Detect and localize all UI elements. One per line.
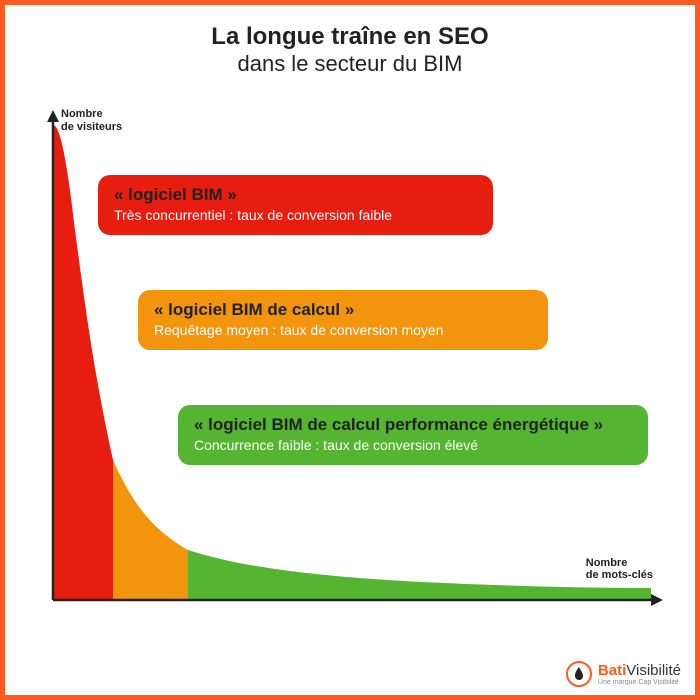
logo-text: BatiVisibilité Une marque Cap Visibilité <box>598 663 681 686</box>
callout-mid: « logiciel BIM de calcul » Requêtage moy… <box>138 290 548 350</box>
logo-suffix: Visibilité <box>626 662 681 679</box>
flame-icon <box>566 661 592 687</box>
x-axis-arrow <box>651 594 663 606</box>
long-tail-chart: Nombre de visiteurs Nombre de mots-clés … <box>43 110 663 630</box>
region-mid <box>113 460 188 600</box>
callout-tail: « logiciel BIM de calcul performance éne… <box>178 405 648 465</box>
logo-prefix: Bati <box>598 662 626 679</box>
y-axis-label: Nombre de visiteurs <box>61 108 122 133</box>
callout-head: « logiciel BIM » Très concurrentiel : ta… <box>98 175 493 235</box>
y-axis-arrow <box>47 110 59 122</box>
logo-tagline: Une marque Cap Visibilité <box>598 679 681 686</box>
brand-logo: BatiVisibilité Une marque Cap Visibilité <box>566 661 681 687</box>
region-tail <box>188 550 651 600</box>
x-axis-label: Nombre de mots-clés <box>586 557 653 582</box>
callout-tail-keyword: « logiciel BIM de calcul performance éne… <box>194 415 632 435</box>
callout-mid-keyword: « logiciel BIM de calcul » <box>154 300 532 320</box>
callout-head-desc: Très concurrentiel : taux de conversion … <box>114 207 477 223</box>
title-block: La longue traîne en SEO dans le secteur … <box>5 23 695 77</box>
callout-head-keyword: « logiciel BIM » <box>114 185 477 205</box>
title-line1: La longue traîne en SEO <box>5 23 695 51</box>
logo-main: BatiVisibilité <box>598 663 681 678</box>
title-line2: dans le secteur du BIM <box>5 51 695 77</box>
callout-tail-desc: Concurrence faible : taux de conversion … <box>194 437 632 453</box>
callout-mid-desc: Requêtage moyen : taux de conversion moy… <box>154 322 532 338</box>
infographic-frame: La longue traîne en SEO dans le secteur … <box>0 0 700 700</box>
